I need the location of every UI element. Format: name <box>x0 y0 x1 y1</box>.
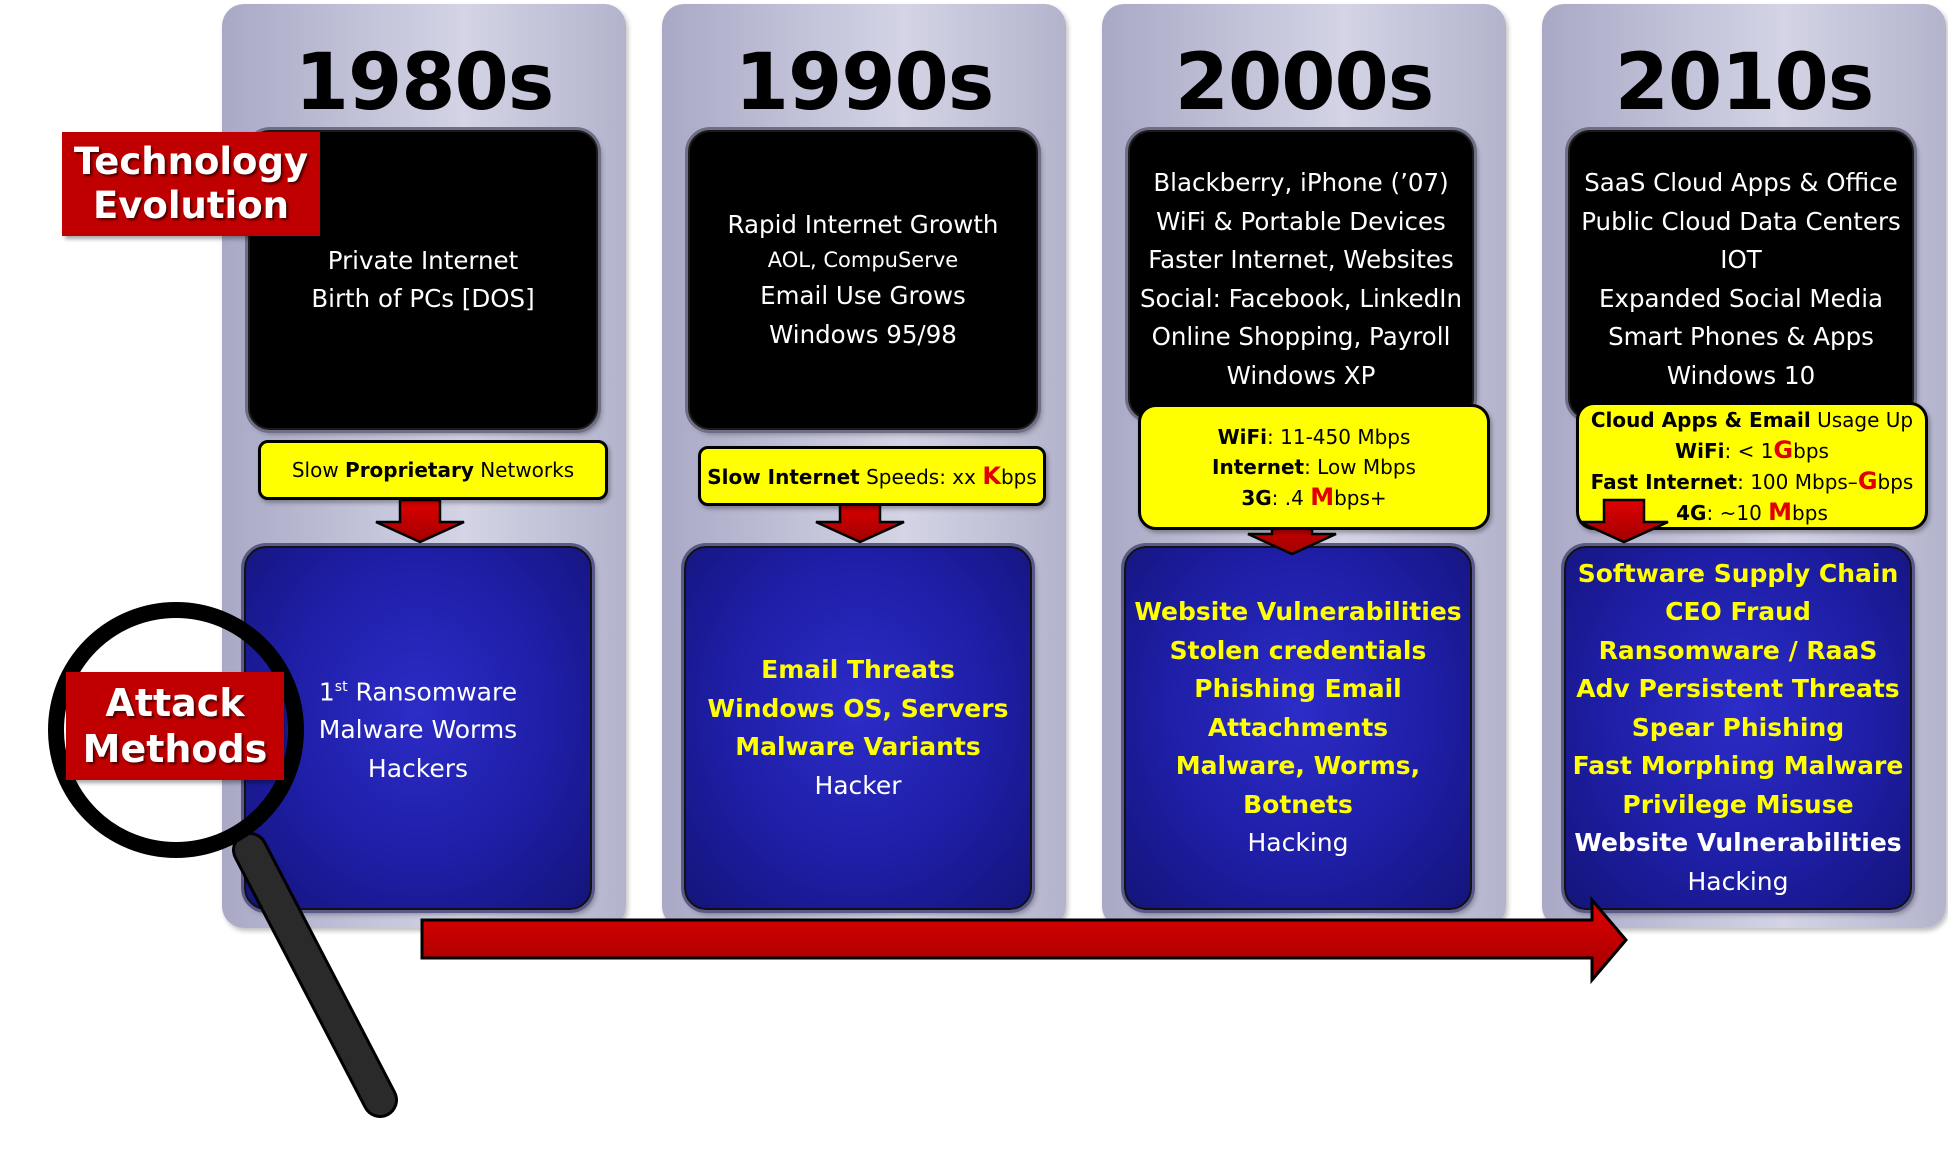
attack-item: Attachments <box>1207 712 1389 742</box>
attack-item: Email Threats <box>761 655 955 684</box>
tech-item: Windows 10 <box>1666 360 1816 390</box>
tech-item: Windows XP <box>1226 360 1376 390</box>
attack-item: Software Supply Chain <box>1577 558 1899 588</box>
decade-heading: 2010s <box>1614 38 1875 128</box>
tech-item: Birth of PCs [DOS] <box>311 284 535 313</box>
attack-item: Malware Variants <box>735 732 981 761</box>
decade-heading: 1990s <box>734 38 995 128</box>
network-box-2010s: Cloud Apps & Email Usage Up WiFi: < 1Gbp… <box>1576 402 1928 530</box>
attack-item: Ransomware / RaaS <box>1598 635 1878 665</box>
network-box-2000s: WiFi: 11-450 Mbps Internet: Low Mbps 3G:… <box>1138 404 1490 530</box>
attack-item: Adv Persistent Threats <box>1576 674 1900 704</box>
attack-item: Privilege Misuse <box>1622 789 1854 819</box>
tech-item: SaaS Cloud Apps & Office <box>1584 168 1898 197</box>
tech-item: IOT <box>1720 245 1762 274</box>
tech-item: Social: Facebook, LinkedIn <box>1139 283 1463 313</box>
attack-item: CEO Fraud <box>1665 597 1811 627</box>
decade-heading: 1980s <box>294 38 555 128</box>
tech-item: Email Use Grows <box>760 281 966 311</box>
attack-box-2000s: Website Vulnerabilities Stolen credentia… <box>1124 546 1472 910</box>
attack-item: Stolen credentials <box>1169 635 1427 665</box>
network-box-1990s: Slow Internet Speeds: xx Kbps <box>698 446 1046 506</box>
tech-item: Rapid Internet Growth <box>727 209 999 239</box>
tech-item: Faster Internet, Websites <box>1148 245 1454 274</box>
attack-item: Hacking <box>1247 828 1349 858</box>
tech-item: Smart Phones & Apps <box>1608 322 1874 351</box>
tech-item: Expanded Social Media <box>1598 283 1884 313</box>
decade-heading: 2000s <box>1174 38 1435 128</box>
tech-box-1990s: Rapid Internet Growth AOL, CompuServe Em… <box>688 130 1038 430</box>
magnifying-glass-icon <box>48 602 398 1118</box>
attack-item: Spear Phishing <box>1631 712 1845 742</box>
tech-item: Blackberry, iPhone (’07) <box>1153 168 1449 197</box>
attack-box-1990s: Email Threats Windows OS, Servers Malwar… <box>684 546 1032 910</box>
down-arrow-icon <box>1579 498 1669 544</box>
attack-item: Website Vulnerabilities <box>1574 828 1902 858</box>
timeline-arrow-icon <box>420 895 1628 985</box>
tech-item: Public Cloud Data Centers <box>1581 206 1901 236</box>
tech-item: Private Internet <box>327 245 519 275</box>
technology-evolution-label: Technology Evolution <box>62 132 320 236</box>
attack-item: Fast Morphing Malware <box>1572 751 1904 781</box>
tech-item: WiFi & Portable Devices <box>1156 206 1446 236</box>
attack-methods-label: Attack Methods <box>66 672 284 780</box>
attack-item: Hackers <box>367 753 469 783</box>
attack-item: Malware, Worms, Botnets <box>1175 751 1421 819</box>
tech-item: Windows 95/98 <box>769 319 957 349</box>
down-arrow-icon <box>375 498 465 544</box>
attack-box-2010s: Software Supply Chain CEO Fraud Ransomwa… <box>1564 546 1912 910</box>
tech-box-2000s: Blackberry, iPhone (’07) WiFi & Portable… <box>1128 130 1474 420</box>
attack-item: Malware Worms <box>318 715 518 745</box>
attack-item: 1st Ransomware <box>318 676 518 706</box>
attack-item: Hacker <box>814 770 902 800</box>
attack-item: Hacking <box>1687 866 1789 896</box>
tech-item: AOL, CompuServe <box>767 248 959 273</box>
attack-item: Windows OS, Servers <box>707 693 1009 723</box>
attack-item: Website Vulnerabilities <box>1134 597 1462 627</box>
tech-item: Online Shopping, Payroll <box>1151 322 1451 351</box>
attack-item: Phishing Email <box>1194 674 1402 704</box>
network-box-1980s: Slow Proprietary Networks <box>258 440 608 500</box>
